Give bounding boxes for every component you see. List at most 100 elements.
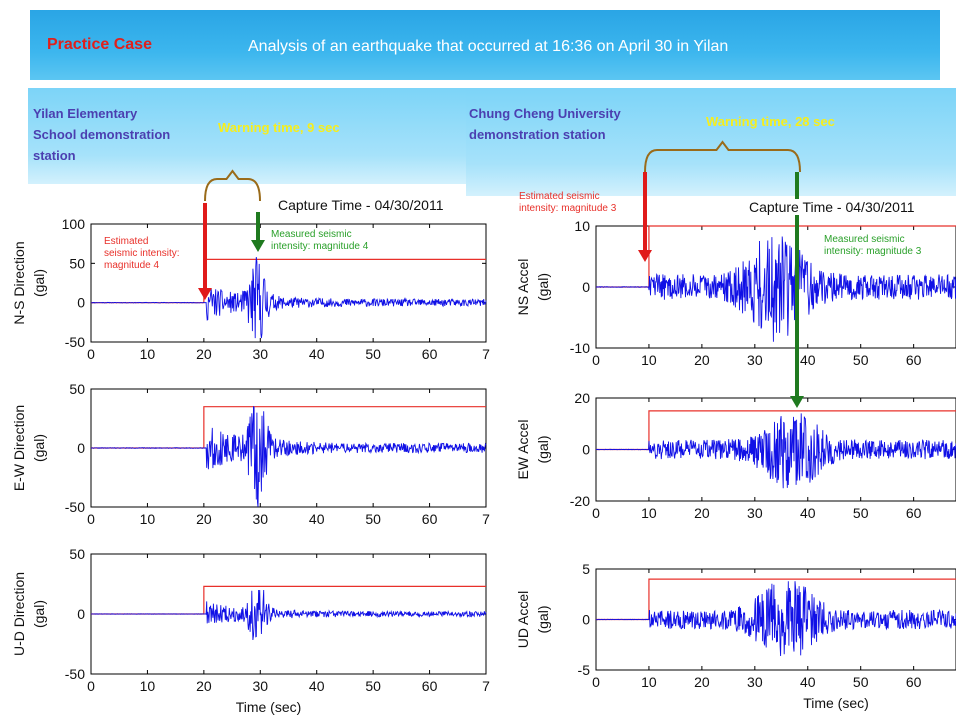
left-station-name-line: station [33,148,76,163]
y-tick-label: -10 [570,340,590,356]
warning-bracket-left [204,169,261,202]
x-tick-label: 30 [252,346,268,362]
header-banner [30,10,940,80]
x-tick-label: 50 [365,511,381,527]
annotation-line: seismic intensity: [104,248,180,259]
y-tick-label: 5 [582,561,590,577]
x-tick-label: 10 [641,352,657,368]
x-tick-label: 0 [87,678,95,694]
x-tick-label: 50 [365,678,381,694]
y-axis-label: (gal) [31,600,47,628]
x-tick-label: 60 [422,678,438,694]
waveform [596,236,956,342]
y-axis-label: U-D Direction [11,572,27,656]
x-tick-label: 60 [906,674,922,690]
arrow-head [251,240,265,252]
x-tick-label: 30 [747,352,763,368]
x-tick-label: 20 [694,505,710,521]
y-tick-label: 100 [62,216,86,232]
x-tick-label: 50 [365,346,381,362]
right-capture-time: Capture Time - 04/30/2011 [745,199,919,215]
x-axis-label: Time (sec) [803,695,869,711]
x-tick-label: 40 [309,511,325,527]
waveform [91,589,487,641]
y-tick-label: -5 [578,662,591,678]
waveform [596,581,956,657]
left-measured-annotation: Measured seismic intensity: magnitude 4 [271,229,368,253]
y-axis-label: (gal) [535,605,551,633]
y-tick-label: 0 [582,279,590,295]
right-station-name-line: demonstration station [469,127,606,142]
y-axis-label: E-W Direction [11,405,27,491]
x-tick-label: 10 [140,346,156,362]
x-tick-label: 0 [592,674,600,690]
arrow-head [198,288,212,300]
annotation-line: intensity: magnitude 3 [519,203,617,214]
y-tick-label: 50 [69,255,85,271]
right-station-name: Chung Cheng University demonstration sta… [469,103,621,145]
left-station-name-line: School demonstration [33,127,171,142]
page-title: Analysis of an earthquake that occurred … [248,38,729,55]
y-tick-label: -50 [65,334,85,350]
x-tick-label: 30 [252,678,268,694]
y-tick-label: 50 [69,381,85,397]
x-tick-label: 60 [422,511,438,527]
annotation-line: Measured seismic [271,229,352,240]
annotation-line: Estimated seismic [519,191,600,202]
waveform [91,405,487,507]
annotation-line: intensity: magnitude 3 [824,246,922,257]
warning-bracket-right [644,140,801,173]
x-tick-label: 0 [87,511,95,527]
y-tick-label: 0 [582,612,590,628]
arrow-head [638,250,652,262]
x-tick-label: 20 [196,678,212,694]
right-estimated-annotation: Estimated seismic intensity: magnitude 3 [519,191,616,215]
x-tick-label: 10 [641,505,657,521]
y-tick-label: -50 [65,666,85,682]
measured-arrow-left [251,212,265,252]
y-axis-label: (gal) [535,273,551,301]
y-tick-label: 10 [574,218,590,234]
left-station-band [28,88,466,184]
practice-case-label: Practice Case [47,36,152,53]
y-tick-label: 50 [69,546,85,562]
right-warning-time: Warning time, 28 sec [706,114,835,129]
x-tick-label: 10 [140,511,156,527]
right-measured-annotation: Measured seismic intensity: magnitude 3 [824,234,921,258]
x-tick-label: 20 [694,352,710,368]
left-station-name: Yilan Elementary School demonstration st… [33,103,170,166]
estimate-arrow-right [638,172,652,262]
x-tick-label: 40 [800,505,816,521]
x-tick-label: 40 [800,674,816,690]
x-tick-label: 50 [853,505,869,521]
x-tick-label: 50 [853,352,869,368]
left-estimated-annotation: Estimated seismic intensity: magnitude 4 [104,236,180,272]
right-station-band [466,88,956,196]
y-tick-label: 0 [77,440,85,456]
y-tick-label: 0 [582,442,590,458]
left-warning-time: Warning time, 9 sec [218,120,340,135]
annotation-line: Measured seismic [824,234,905,245]
x-tick-label: 40 [309,346,325,362]
waveform [91,256,487,339]
y-axis-label: (gal) [31,434,47,462]
plot-frame [90,223,487,343]
x-tick-label: 20 [196,346,212,362]
y-axis-label: N-S Direction [11,241,27,324]
annotation-line: Estimated [104,236,149,247]
x-tick-label: 7 [482,511,490,527]
x-tick-label: 40 [309,678,325,694]
arrow-head [790,396,804,408]
x-tick-label: 20 [694,674,710,690]
left-station-name-line: Yilan Elementary [33,106,138,121]
x-tick-label: 40 [800,352,816,368]
y-axis-label: (gal) [535,435,551,463]
x-tick-label: 20 [196,511,212,527]
y-tick-label: -50 [65,499,85,515]
